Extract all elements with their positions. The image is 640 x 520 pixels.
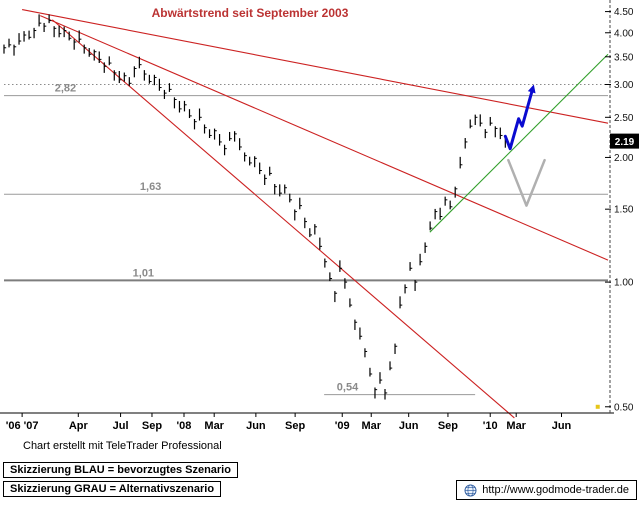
website-url: http://www.godmode-trader.de [482, 484, 629, 496]
x-tick-label: Mar [361, 420, 381, 432]
scenario-gray-line [507, 158, 546, 207]
x-tick-label: Mar [204, 420, 224, 432]
support-level-label: 0,54 [337, 382, 359, 394]
y-tick-label: 3.00 [614, 80, 634, 91]
price-chart: 2,82 1,63 1,01 0,54 4.50 4.00 3.50 3.00 2.50 2.00… [0, 0, 639, 432]
y-tick-label: 0.50 [614, 402, 634, 413]
series-end-marker [595, 404, 600, 409]
x-tick-label: Apr [69, 420, 89, 432]
x-tick-label: Sep [142, 420, 162, 432]
x-tick-label: '06 '07 [6, 420, 39, 432]
support-level-label: 2,82 [55, 83, 76, 95]
y-tick-label: 2.00 [614, 153, 634, 164]
legend-gray-scenario: Skizzierung GRAU = Alternativszenario [3, 481, 222, 497]
uptrend-line [429, 53, 609, 233]
downtrend-line [22, 9, 609, 124]
support-level-label: 1,01 [133, 267, 154, 279]
x-tick-label: Mar [506, 420, 526, 432]
y-tick-label: 1.00 [614, 278, 634, 289]
downtrend-line [51, 19, 515, 419]
x-tick-label: '10 [483, 420, 498, 432]
y-tick-label: 4.50 [614, 7, 634, 18]
globe-icon [464, 484, 477, 497]
scenario-blue-arrowhead [527, 84, 536, 94]
scenario-blue-line [503, 87, 534, 151]
website-link[interactable]: http://www.godmode-trader.de [456, 480, 637, 500]
current-price-badge [610, 133, 639, 149]
y-tick-label: 3.50 [614, 52, 634, 63]
x-tick-label: Jun [399, 420, 419, 432]
chart-title: Abwärtstrend seit September 2003 [152, 6, 349, 20]
downtrend-line [40, 15, 609, 261]
x-tick-label: Jun [246, 420, 266, 432]
x-tick-label: '09 [335, 420, 350, 432]
y-tick-label: 4.00 [614, 28, 634, 39]
support-level-label: 1,63 [140, 181, 161, 193]
credit-note: Chart erstellt mit TeleTrader Profession… [23, 440, 222, 452]
x-tick-label: '08 [177, 420, 192, 432]
x-tick-label: Sep [438, 420, 458, 432]
y-tick-label: 2.50 [614, 113, 634, 124]
x-tick-label: Sep [285, 420, 305, 432]
x-tick-label: Jul [113, 420, 129, 432]
current-price-label: 2.19 [615, 137, 635, 148]
y-tick-label: 1.50 [614, 205, 634, 216]
legend-blue-scenario: Skizzierung BLAU = bevorzugtes Szenario [3, 462, 238, 478]
x-tick-label: Jun [552, 420, 572, 432]
